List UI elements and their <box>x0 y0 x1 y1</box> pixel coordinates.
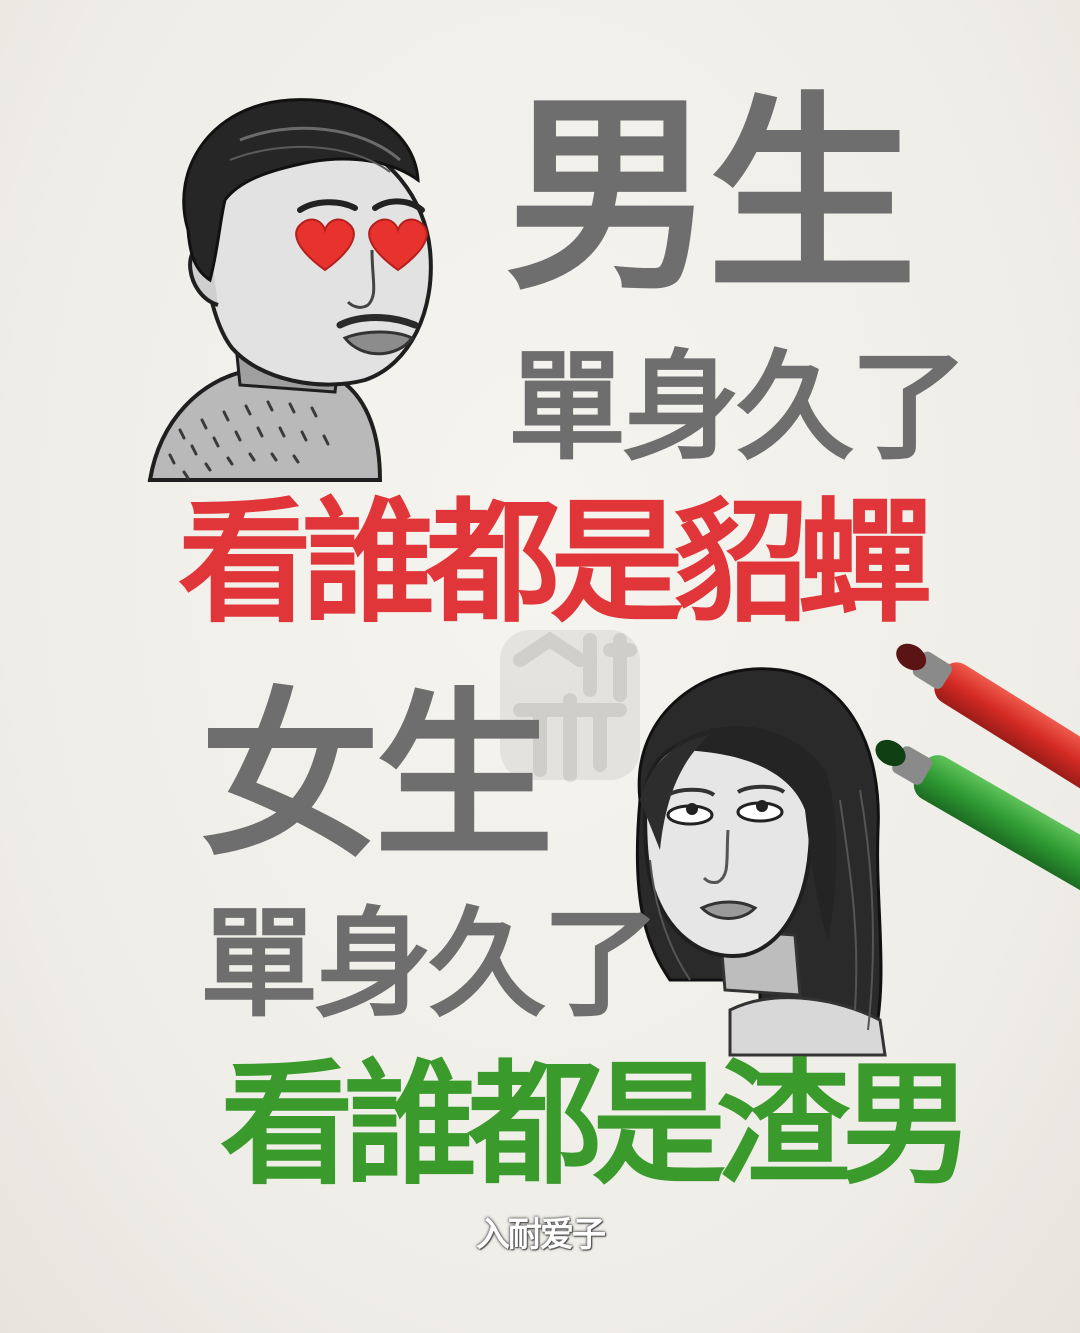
markers-illustration <box>875 643 1080 905</box>
female-subtitle: 單身久了 <box>200 895 660 1033</box>
red-marker <box>896 643 1080 815</box>
male-subtitle: 單身久了 <box>508 338 968 476</box>
female-punchline: 看誰都是渣男 <box>220 1047 974 1203</box>
watermark-logo <box>500 630 640 782</box>
green-marker <box>875 739 1080 905</box>
male-title: 男生 <box>505 74 917 319</box>
female-title: 女生 <box>200 673 554 882</box>
man-portrait <box>147 98 433 482</box>
artist-signature: 入耐爱子 <box>476 1215 606 1255</box>
male-punchline: 看誰都是貂蟬 <box>178 485 932 641</box>
woman-portrait <box>635 667 887 1057</box>
